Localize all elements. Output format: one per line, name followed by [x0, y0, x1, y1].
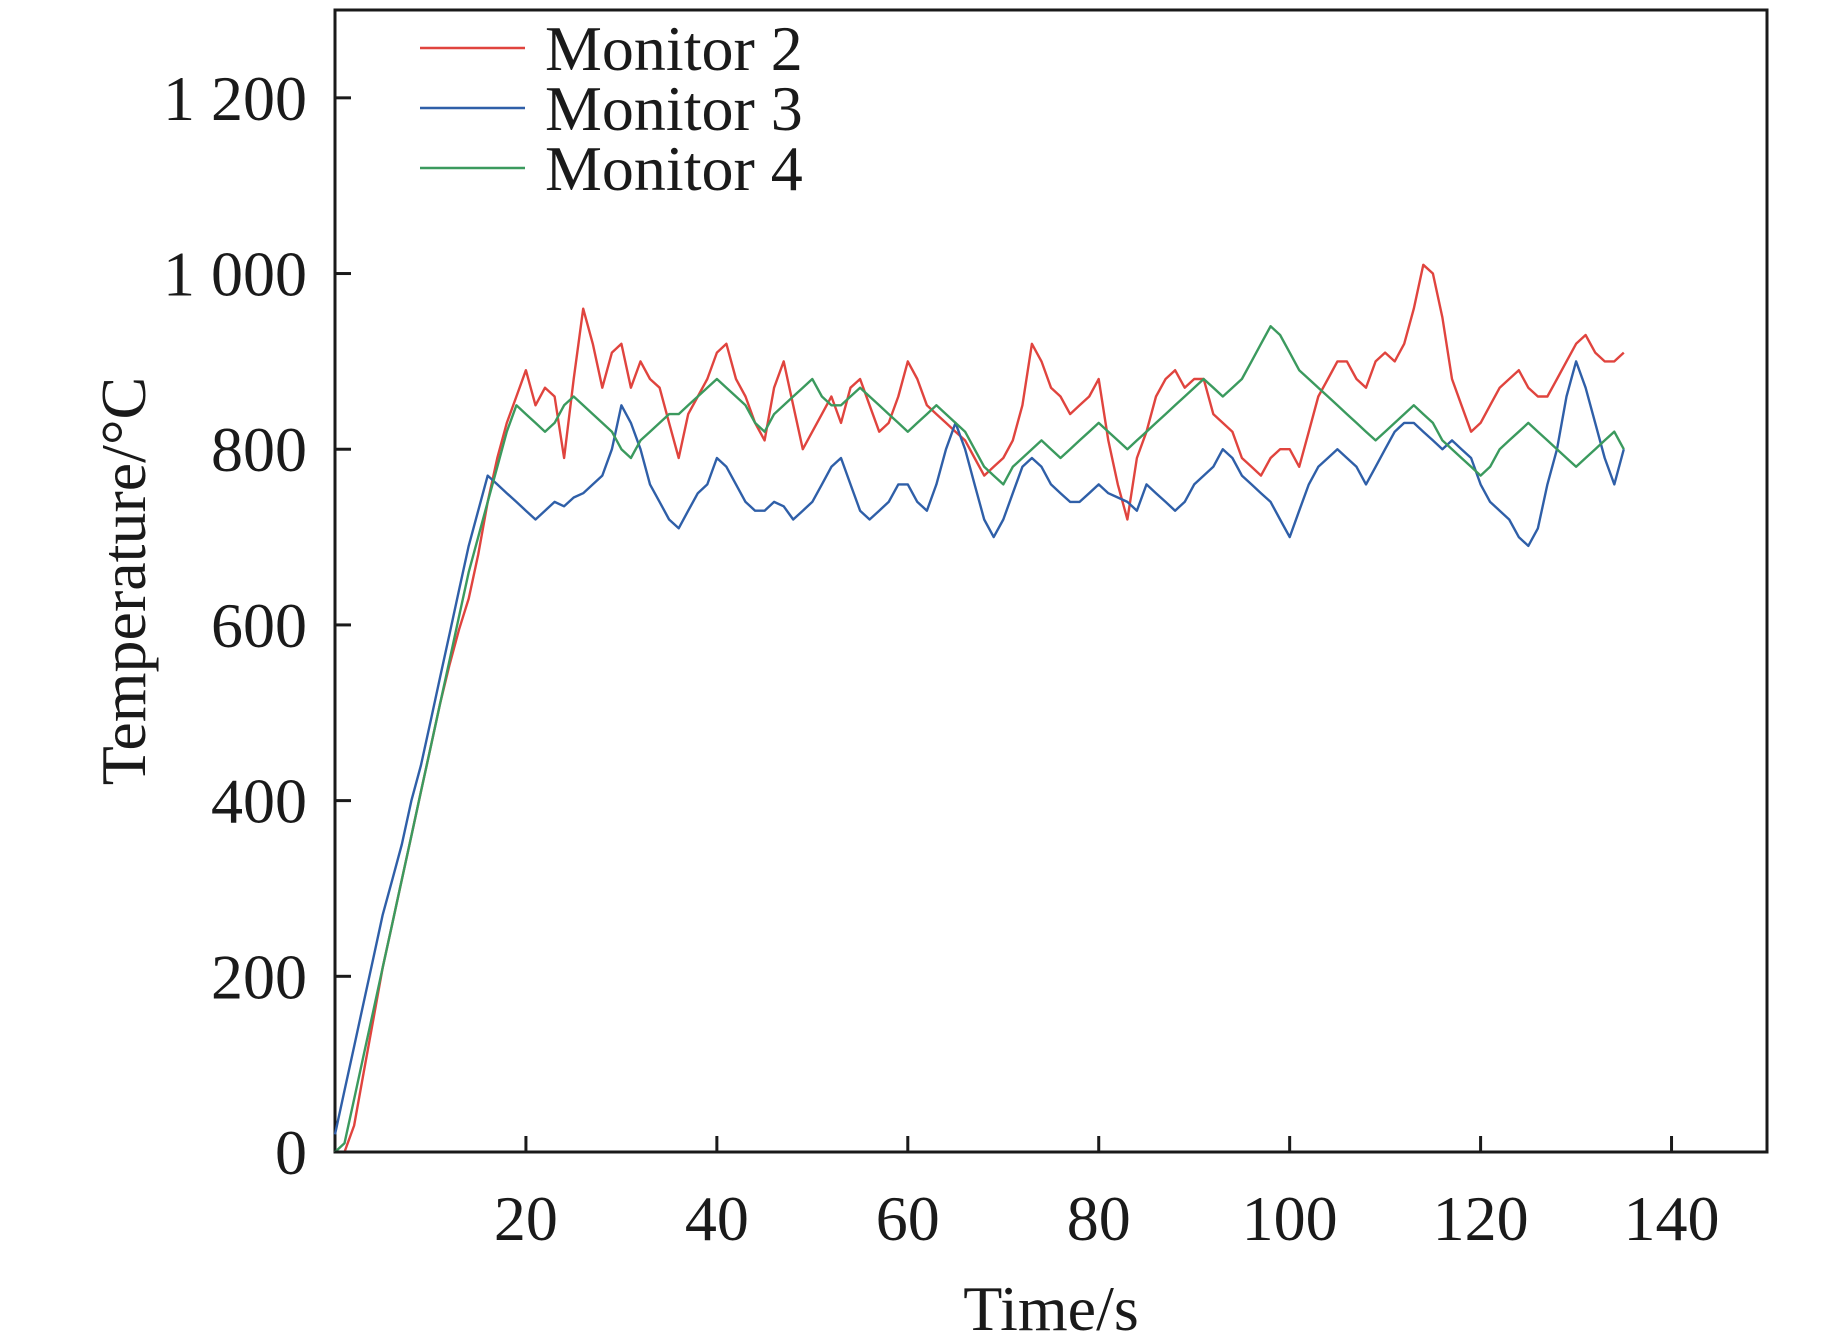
- y-tick-label: 0: [275, 1117, 307, 1188]
- x-tick-label: 40: [685, 1183, 749, 1254]
- x-tick-label: 120: [1433, 1183, 1529, 1254]
- x-tick-label: 140: [1624, 1183, 1720, 1254]
- x-axis-ticks: 20 40 60 80 100 120 140: [494, 1136, 1720, 1254]
- y-tick-label: 600: [211, 590, 307, 661]
- y-tick-label: 200: [211, 941, 307, 1012]
- legend-label: Monitor 4: [545, 133, 803, 204]
- y-tick-label: 800: [211, 414, 307, 485]
- y-tick-label: 1 200: [163, 63, 307, 134]
- x-axis-title: Time/s: [963, 1273, 1139, 1340]
- x-tick-label: 80: [1067, 1183, 1131, 1254]
- x-tick-label: 20: [494, 1183, 558, 1254]
- legend-label: Monitor 2: [545, 13, 803, 84]
- series-line-monitor-2: [335, 263, 1625, 1154]
- x-tick-label: 60: [876, 1183, 940, 1254]
- y-tick-label: 1 000: [163, 239, 307, 310]
- y-axis-title: Temperature/°C: [88, 377, 159, 786]
- legend-label: Monitor 3: [545, 73, 803, 144]
- series-line-monitor-3: [333, 360, 1625, 1135]
- y-tick-label: 400: [211, 766, 307, 837]
- plot-frame: [333, 8, 1769, 1154]
- series-layer: [333, 263, 1625, 1154]
- series-line-monitor-4: [334, 325, 1625, 1153]
- x-tick-label: 100: [1242, 1183, 1338, 1254]
- y-axis-ticks: 0 200 400 600 800 1 000 1 200: [163, 63, 351, 1188]
